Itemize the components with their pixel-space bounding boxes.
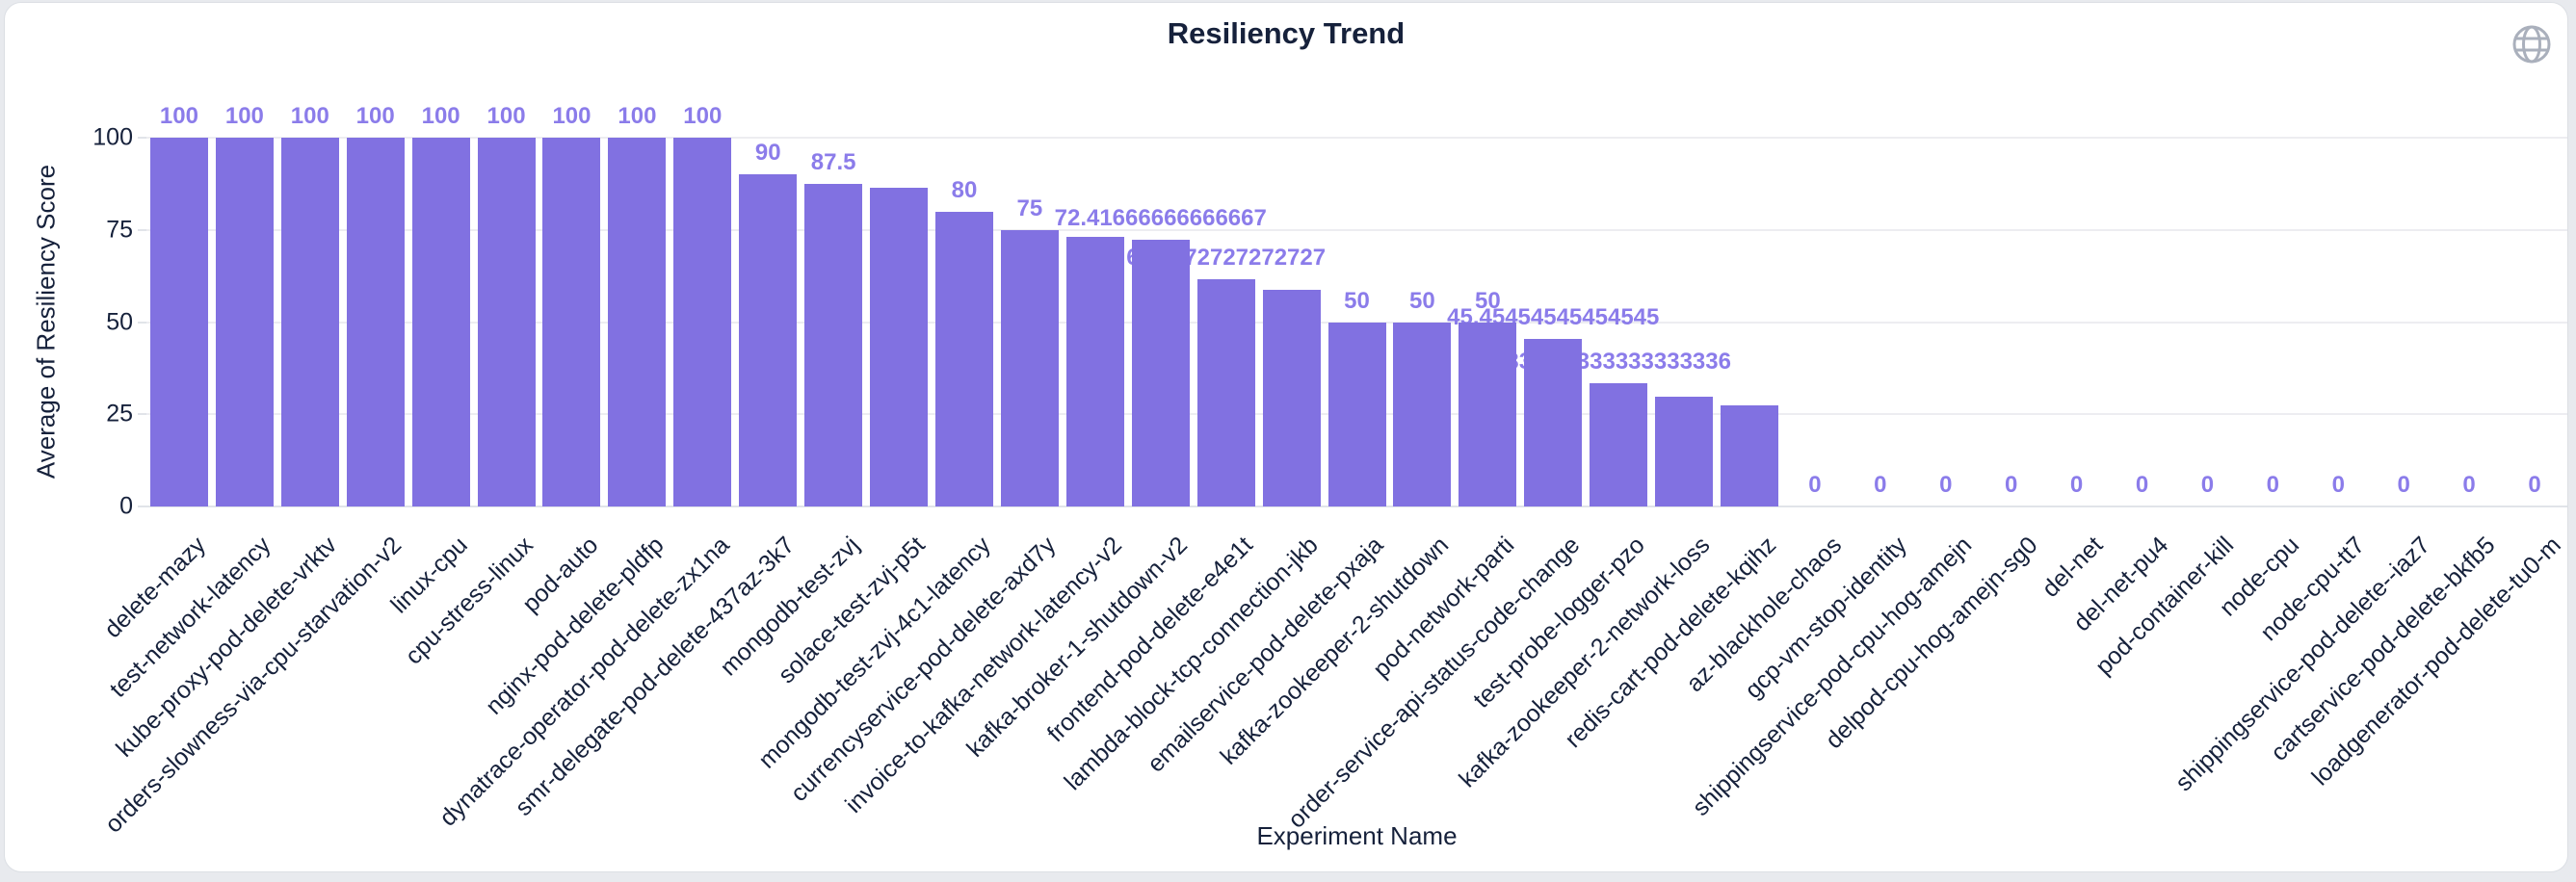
bar-value-label: 100 bbox=[355, 103, 395, 129]
bar[interactable] bbox=[1590, 383, 1648, 506]
bar-value-label: 75 bbox=[1016, 195, 1043, 221]
bar[interactable] bbox=[608, 138, 667, 506]
bar[interactable] bbox=[1327, 322, 1386, 506]
bar-value-label: 100 bbox=[224, 103, 264, 129]
bar-value-label: 0 bbox=[2135, 472, 2149, 498]
bar-value-label: 100 bbox=[552, 103, 591, 129]
y-tick-mark bbox=[138, 413, 146, 416]
bar-value-label: 0 bbox=[2528, 472, 2541, 498]
bar-value-label: 100 bbox=[618, 103, 657, 129]
bar[interactable] bbox=[673, 138, 732, 506]
y-tick-mark bbox=[138, 321, 146, 324]
y-tick-label: 75 bbox=[106, 216, 133, 244]
bar-value-label: 100 bbox=[159, 103, 198, 129]
chart-title: Resiliency Trend bbox=[1167, 16, 1406, 50]
bar-value-label: 50 bbox=[1409, 287, 1435, 314]
bar-value-label: 80 bbox=[951, 176, 978, 203]
bar-value-label: 0 bbox=[2069, 472, 2084, 498]
bar[interactable] bbox=[870, 188, 929, 506]
bar[interactable] bbox=[149, 138, 208, 506]
y-tick-label: 100 bbox=[92, 123, 133, 151]
bar[interactable] bbox=[934, 211, 993, 506]
bar-value-label: 0 bbox=[2200, 472, 2215, 498]
y-tick-mark bbox=[138, 137, 146, 139]
bar-value-label: 100 bbox=[683, 103, 723, 129]
bar[interactable] bbox=[1065, 236, 1124, 506]
y-tick-mark bbox=[138, 228, 146, 231]
globe-icon[interactable] bbox=[2510, 22, 2554, 66]
gridline bbox=[146, 137, 2567, 139]
bar-value-label: 100 bbox=[290, 103, 329, 129]
bar-value-label: 100 bbox=[486, 103, 526, 129]
y-tick-label: 25 bbox=[106, 400, 133, 428]
bar-value-label: 0 bbox=[1939, 472, 1953, 498]
bar-value-label: 0 bbox=[2462, 472, 2476, 498]
y-tick-label: 0 bbox=[119, 492, 133, 520]
bar-value-label: 50 bbox=[1474, 287, 1501, 314]
bar[interactable] bbox=[1459, 322, 1517, 506]
bar[interactable] bbox=[1721, 405, 1778, 506]
bar[interactable] bbox=[346, 138, 405, 506]
y-tick-mark bbox=[138, 506, 146, 507]
bar-value-label: 100 bbox=[421, 103, 460, 129]
bar[interactable] bbox=[477, 138, 536, 506]
bar[interactable] bbox=[1000, 229, 1059, 506]
bar-value-label: 50 bbox=[1344, 287, 1370, 314]
bar[interactable] bbox=[1655, 396, 1714, 506]
bar-chart-plot-area: Average of Resiliency Score Experiment N… bbox=[5, 3, 2567, 871]
bar[interactable] bbox=[411, 138, 470, 506]
bar[interactable] bbox=[215, 138, 274, 506]
bar-value-label: 0 bbox=[2397, 472, 2410, 498]
bar-value-label: 0 bbox=[2005, 472, 2018, 498]
bar-value-label: 0 bbox=[1874, 472, 1887, 498]
bar-value-label: 0 bbox=[1808, 472, 1822, 498]
bar[interactable] bbox=[1262, 289, 1321, 506]
bar[interactable] bbox=[280, 138, 339, 506]
bar-value-label: 87.5 bbox=[810, 148, 856, 175]
bar[interactable] bbox=[1524, 338, 1583, 506]
bar-value-label: 0 bbox=[2266, 472, 2280, 498]
bar[interactable] bbox=[1196, 278, 1255, 506]
bar-value-label: 90 bbox=[754, 140, 781, 167]
bar[interactable] bbox=[1131, 239, 1190, 506]
bar[interactable] bbox=[739, 174, 798, 506]
bar[interactable] bbox=[542, 138, 601, 506]
bar-value-label: 0 bbox=[2331, 472, 2345, 498]
bar[interactable] bbox=[1393, 322, 1452, 506]
x-axis-title: Experiment Name bbox=[1256, 821, 1458, 850]
chart-card: Resiliency Trend Average of Resiliency S… bbox=[4, 2, 2568, 872]
gridline bbox=[146, 228, 2567, 231]
y-tick-label: 50 bbox=[106, 308, 133, 335]
bar[interactable] bbox=[804, 183, 863, 506]
x-axis-line bbox=[146, 506, 2567, 507]
bar-value-label: 72.41666666666667 bbox=[1054, 204, 1267, 231]
